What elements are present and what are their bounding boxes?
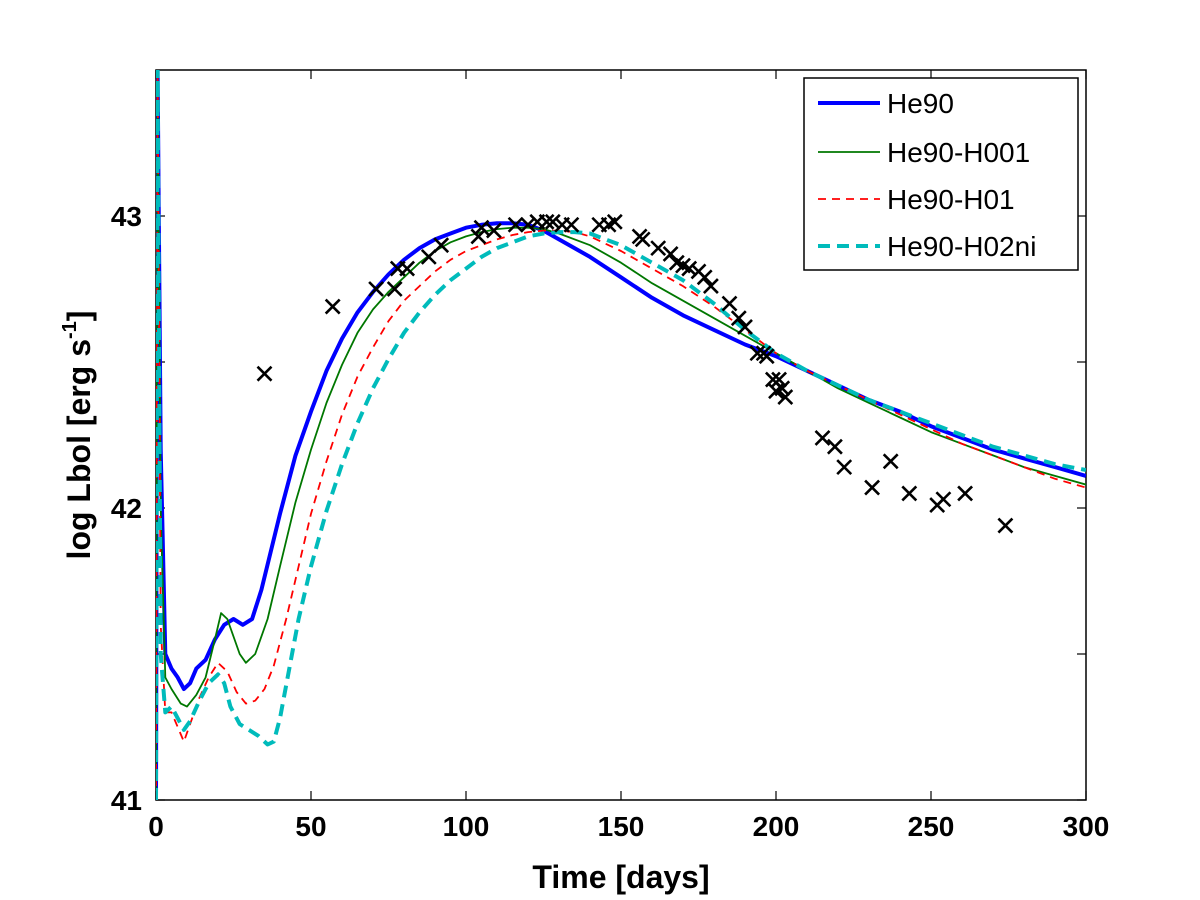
observation-point (882, 453, 899, 470)
axis-ticks: 0 50 100 150 200 250 300 41 42 43 (111, 70, 1110, 842)
observation-point (864, 479, 881, 496)
observation-point (386, 281, 403, 297)
legend-label-he90: He90 (887, 88, 954, 119)
legend-label-he90-h01: He90-H01 (887, 184, 1015, 215)
observation-point (814, 430, 831, 446)
y-tick-label: 41 (111, 785, 142, 816)
y-axis-label-sup: -1 (59, 321, 81, 339)
observation-point (774, 380, 791, 397)
y-axis-label: log Lbol [erg s-1] (59, 311, 97, 560)
observation-point (634, 231, 651, 248)
observation-point (563, 216, 580, 233)
observation-point (826, 438, 843, 455)
y-axis-label-main: log Lbol [erg s (61, 339, 97, 559)
observation-markers (256, 213, 1014, 534)
observation-point (650, 240, 667, 257)
observation-point (470, 228, 487, 245)
legend-label-he90-h02ni: He90-H02ni (887, 231, 1036, 262)
series-layer (156, 70, 1086, 800)
y-axis-label-close: ] (61, 311, 97, 322)
observation-point (606, 213, 623, 230)
x-tick-label: 300 (1063, 811, 1110, 842)
x-tick-label: 150 (598, 811, 645, 842)
observation-point (256, 365, 273, 382)
x-tick-label: 50 (295, 811, 326, 842)
observation-point (749, 345, 766, 362)
observation-point (737, 319, 753, 335)
legend: He90 He90-H001 He90-H01 He90-H02ni (803, 77, 1079, 271)
x-axis-label: Time [days] (532, 859, 709, 895)
observation-point (662, 246, 679, 262)
observation-point (681, 260, 698, 277)
observation-point (771, 371, 788, 388)
observation-point (368, 281, 385, 297)
observation-point (420, 248, 437, 265)
legend-box (803, 77, 1079, 271)
observation-point (399, 260, 416, 277)
observation-point (997, 517, 1014, 534)
observation-point (507, 216, 524, 233)
observation-point (696, 269, 713, 286)
observation-point (324, 298, 341, 315)
observation-point (730, 310, 747, 327)
x-tick-label: 200 (753, 811, 800, 842)
series-line-he90-h02ni (156, 70, 1086, 800)
observation-point (721, 295, 738, 312)
observation-point (538, 213, 555, 230)
observation-point (702, 278, 719, 294)
observation-point (935, 491, 952, 508)
observation-point (544, 213, 561, 230)
observation-point (901, 485, 918, 502)
series-line-he90-h01 (156, 70, 1086, 800)
observation-point (836, 459, 853, 476)
observation-point (957, 485, 974, 502)
observation-point (485, 222, 502, 239)
x-tick-label: 0 (148, 811, 164, 842)
observation-point (473, 219, 490, 236)
y-tick-label: 43 (111, 201, 142, 232)
x-tick-label: 100 (443, 811, 490, 842)
legend-label-he90-h001: He90-H001 (887, 137, 1030, 168)
x-tick-label: 250 (908, 811, 955, 842)
observation-point (433, 237, 450, 254)
observation-point (758, 348, 775, 365)
observation-point (777, 389, 794, 405)
observation-point (520, 216, 536, 233)
y-tick-label: 42 (111, 493, 142, 524)
